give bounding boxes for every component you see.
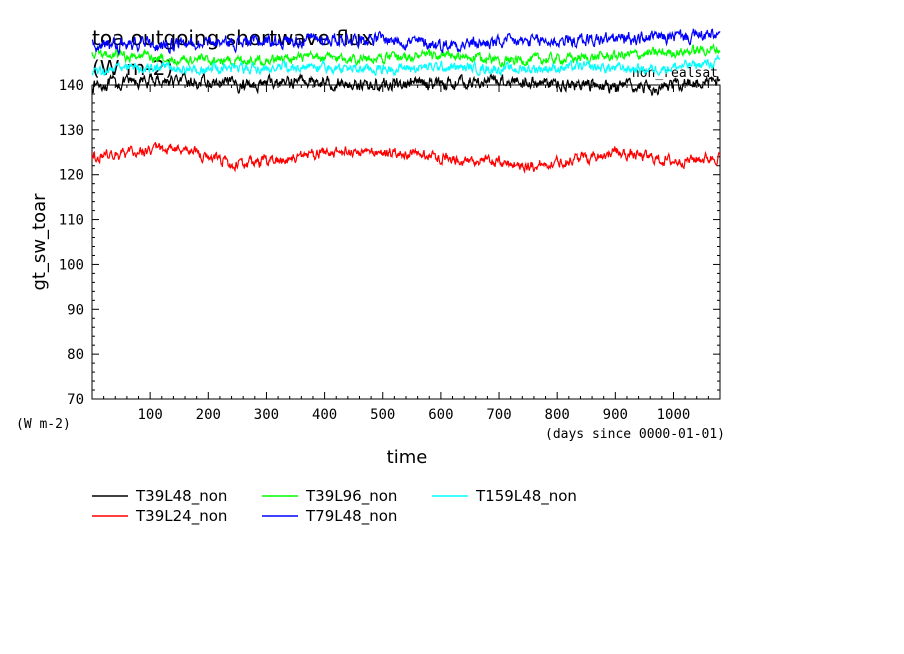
y-tick-label: 140 [59,78,84,94]
series-line-t39l96-non [91,42,721,69]
y-tick-label: 120 [59,168,84,184]
y-tick-label: 110 [59,213,84,229]
x-tick-label: 1000 [657,407,691,423]
x-tick-label: 400 [312,407,337,423]
x-tick-label: 300 [254,407,279,423]
axis-ticks: 100 200 300 400 500 600 700 800 900 1000 70 80 90 100… [59,78,720,423]
y-tick-label: 90 [67,302,84,318]
legend-label: T79L48_non [305,507,397,526]
series-line-t39l24-non [91,141,721,174]
x-tick-label: 500 [370,407,395,423]
y-tick-label: 80 [67,347,84,363]
x-tick-label: 700 [486,407,511,423]
x-axis-units: (days since 0000-01-01) [545,427,725,442]
legend-label: T39L48_non [135,487,227,506]
series-line-t159l48-non [91,53,721,77]
series-line-t79l48-non [91,28,721,56]
x-tick-label: 100 [137,407,162,423]
y-axis-units: (W m-2) [16,417,71,432]
legend-label: T39L24_non [135,507,227,526]
legend-label: T39L96_non [305,487,397,506]
series-lines [91,28,721,174]
y-tick-label: 70 [67,392,84,408]
chart-subtitle: non_realsat [632,66,718,81]
x-tick-label: 900 [603,407,628,423]
x-tick-label: 600 [428,407,453,423]
x-tick-label: 800 [545,407,570,423]
y-axis-label: gt_sw_toar [29,193,50,291]
y-tick-label: 130 [59,123,84,139]
plot-frame [91,84,721,400]
x-axis-label: time [387,447,428,468]
x-tick-label: 200 [196,407,221,423]
legend-label: T159L48_non [475,487,577,506]
y-tick-label: 100 [59,257,84,273]
series-line-t39l48-non [91,71,721,97]
